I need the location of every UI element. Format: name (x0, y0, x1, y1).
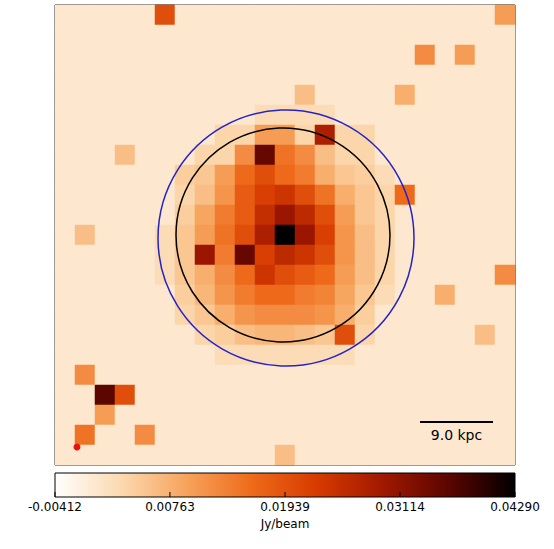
svg-text:9.0 kpc: 9.0 kpc (431, 427, 482, 443)
svg-text:Jy/beam: Jy/beam (260, 517, 310, 531)
svg-text:0.03114: 0.03114 (375, 500, 425, 514)
svg-text:0.04290: 0.04290 (490, 500, 540, 514)
svg-text:-0.00412: -0.00412 (28, 500, 82, 514)
svg-text:0.01939: 0.01939 (260, 500, 310, 514)
svg-text:0.00763: 0.00763 (145, 500, 195, 514)
